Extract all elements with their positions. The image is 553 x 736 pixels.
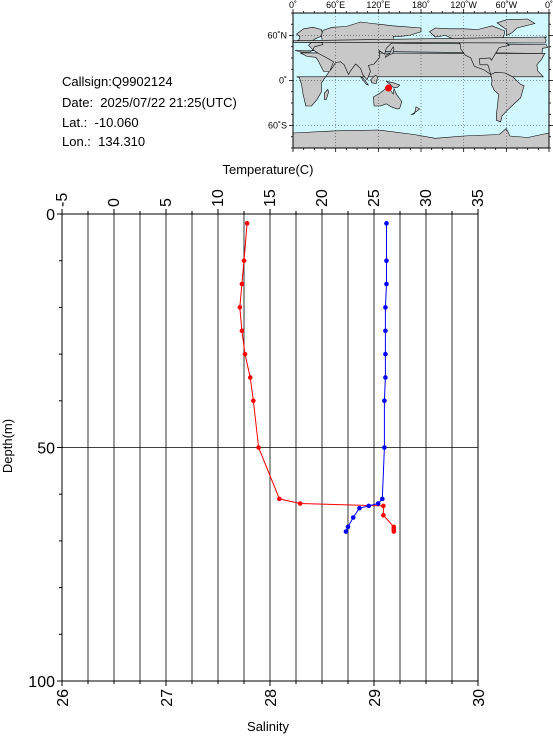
salinity-data-point xyxy=(383,351,388,357)
salinity-tick-label: 26 xyxy=(55,689,72,707)
map-lon-label: 60˚E xyxy=(326,0,345,10)
temperature-data-point xyxy=(242,351,248,357)
salinity-data-point xyxy=(343,529,349,534)
depth-tick-label: 100 xyxy=(28,674,55,691)
map-lon-labels: 0˚ 60˚E 120˚E 180˚ 120˚W 60˚W 0˚ xyxy=(289,0,553,10)
map-lat-labels: 60˚N 0˚ 60˚S xyxy=(267,31,287,131)
longitude-label: Lon.: 134.310 xyxy=(62,134,146,149)
map-ticks xyxy=(289,9,553,152)
salinity-data-point xyxy=(350,515,356,520)
map-lat-label: 60˚S xyxy=(268,121,287,131)
temperature-data-point xyxy=(237,305,243,310)
chart-grid xyxy=(62,214,478,681)
salinity-tick-label: 30 xyxy=(471,689,488,707)
latitude-label: Lat.: -10.060 xyxy=(62,115,139,130)
salinity-data-point xyxy=(375,501,381,506)
temperature-tick-label: 25 xyxy=(366,189,383,207)
land-new-guinea xyxy=(386,81,401,88)
salinity-tick-label: 28 xyxy=(263,689,280,707)
salinity-data-point xyxy=(383,305,388,310)
salinity-data-point xyxy=(345,524,351,530)
temperature-tick-label: 15 xyxy=(262,189,279,207)
salinity-profile-line xyxy=(345,223,387,532)
temperature-axis: -5 0 5 10 15 20 25 30 35 xyxy=(54,189,487,214)
temperature-tick-label: 5 xyxy=(158,198,175,207)
map-graticule xyxy=(293,13,549,148)
temperature-data-point xyxy=(251,398,256,404)
depth-tick-label: 0 xyxy=(46,207,55,224)
temperature-tick-label: 20 xyxy=(314,189,331,207)
temperature-axis-title: Temperature(C) xyxy=(222,162,313,177)
temperature-data-point xyxy=(391,526,397,532)
salinity-data-point xyxy=(384,281,389,287)
map-lon-label: 120˚E xyxy=(366,0,390,10)
date-label: Date: 2025/07/22 21:25(UTC) xyxy=(62,95,237,110)
map-lon-label: 60˚W xyxy=(496,0,518,10)
float-position-dot xyxy=(385,84,393,92)
land-madagascar xyxy=(323,88,329,100)
land-britain xyxy=(292,36,548,44)
salinity-data-point xyxy=(384,221,389,226)
callsign-label: Callsign:Q9902124 xyxy=(62,74,173,89)
salinity-data-point xyxy=(366,503,372,509)
map-lon-label: 180˚ xyxy=(412,0,430,10)
salinity-axis: 26 27 28 29 30 xyxy=(55,681,488,707)
temperature-profile-line xyxy=(239,223,395,532)
map-lon-label: 120˚W xyxy=(450,0,477,10)
land-south-america xyxy=(490,71,525,123)
temperature-data-point xyxy=(247,375,253,380)
land-borneo xyxy=(370,74,378,84)
map-lat-label: 0˚ xyxy=(279,76,287,86)
depth-axis-title: Depth(m) xyxy=(0,419,15,473)
temperature-tick-label: 0 xyxy=(106,198,123,207)
temperature-data-point xyxy=(391,529,397,534)
land-sumatra xyxy=(359,76,370,86)
temperature-data-point xyxy=(256,445,261,450)
salinity-data-point xyxy=(357,505,362,511)
temperature-data-point xyxy=(277,496,282,502)
depth-tick-label: 50 xyxy=(37,441,55,458)
world-map: 0˚ 60˚E 120˚E 180˚ 120˚W 60˚W 0˚ 60˚N 0˚ 60˚S xyxy=(267,0,553,152)
temperature-data-point xyxy=(381,512,386,518)
land-new-zealand xyxy=(410,106,421,116)
data-series xyxy=(237,221,397,534)
salinity-data-point xyxy=(382,398,387,404)
salinity-tick-label: 29 xyxy=(367,689,384,707)
temperature-data-point xyxy=(244,221,250,226)
temperature-data-point xyxy=(239,328,245,334)
plot-frame xyxy=(61,213,479,682)
salinity-data-point xyxy=(383,328,388,334)
temperature-data-point xyxy=(391,524,397,530)
salinity-data-point xyxy=(384,258,389,264)
salinity-data-point xyxy=(383,375,388,380)
temperature-data-point xyxy=(241,258,247,264)
temperature-tick-label: -5 xyxy=(54,193,71,207)
temperature-tick-label: 35 xyxy=(470,189,487,207)
land-asia xyxy=(312,21,422,81)
depth-axis: 0 50 100 xyxy=(28,207,62,691)
salinity-data-point xyxy=(380,496,385,502)
map-location-marker xyxy=(385,84,393,92)
map-lon-label: 0˚ xyxy=(289,0,297,10)
temperature-tick-label: 30 xyxy=(418,189,435,207)
map-lat-label: 60˚N xyxy=(267,31,287,41)
temperature-data-point xyxy=(239,281,245,287)
salinity-data-point xyxy=(382,445,387,450)
salinity-axis-title: Salinity xyxy=(247,719,289,734)
temperature-tick-label: 10 xyxy=(210,189,227,207)
map-lon-label: 0˚ xyxy=(545,0,553,10)
temperature-data-point xyxy=(297,501,303,506)
land-japan xyxy=(384,46,395,59)
temperature-data-point xyxy=(381,503,386,509)
map-land xyxy=(292,18,550,149)
salinity-tick-label: 27 xyxy=(159,689,176,707)
